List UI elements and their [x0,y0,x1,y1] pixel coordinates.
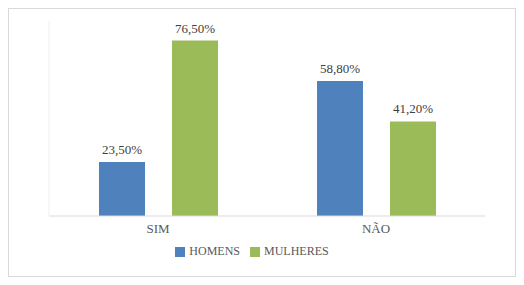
svg-text:23,50%: 23,50% [102,142,142,157]
html-text:HOMENS: HOMENS [189,244,240,258]
svg-text:58,80%: 58,80% [320,61,360,76]
svg-text:41,20%: 41,20% [393,101,433,116]
html-text:MULHERES: MULHERES [264,244,329,258]
svg-text:76,50%: 76,50% [175,21,215,36]
svg-text:SIM: SIM [146,221,170,236]
svg-text:NÃO: NÃO [362,221,390,236]
